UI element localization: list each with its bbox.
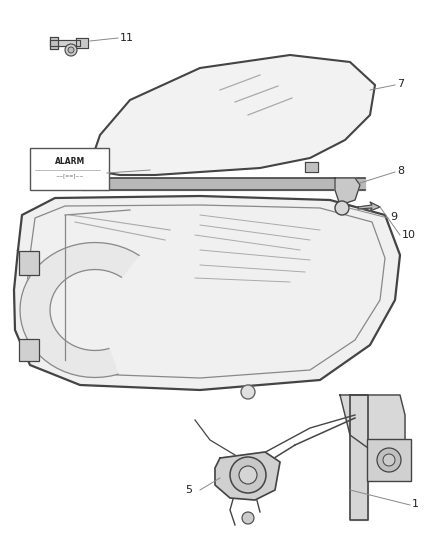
Text: ALARM: ALARM	[55, 157, 85, 166]
Circle shape	[68, 47, 74, 53]
Text: 1: 1	[412, 499, 419, 509]
FancyBboxPatch shape	[30, 148, 109, 190]
Circle shape	[241, 385, 255, 399]
Text: 8: 8	[397, 166, 404, 176]
Polygon shape	[14, 196, 400, 390]
FancyBboxPatch shape	[367, 439, 411, 481]
Circle shape	[65, 44, 77, 56]
Polygon shape	[76, 38, 88, 48]
Polygon shape	[335, 178, 360, 205]
Polygon shape	[215, 452, 280, 500]
Polygon shape	[88, 55, 375, 175]
Polygon shape	[358, 202, 380, 211]
Text: ~~[==]~~: ~~[==]~~	[56, 174, 84, 179]
Circle shape	[230, 457, 266, 493]
Polygon shape	[305, 162, 318, 172]
Polygon shape	[50, 40, 80, 46]
Text: 10: 10	[402, 230, 416, 240]
FancyBboxPatch shape	[19, 339, 39, 361]
Polygon shape	[20, 243, 139, 377]
Text: 5: 5	[185, 485, 192, 495]
Circle shape	[377, 448, 401, 472]
Text: 7: 7	[397, 79, 404, 89]
Polygon shape	[340, 395, 405, 450]
FancyBboxPatch shape	[19, 251, 39, 275]
Polygon shape	[350, 395, 368, 520]
Text: 9: 9	[390, 212, 397, 222]
Circle shape	[239, 466, 257, 484]
Polygon shape	[50, 37, 58, 49]
Circle shape	[335, 201, 349, 215]
Text: 11: 11	[120, 33, 134, 43]
Circle shape	[383, 454, 395, 466]
Circle shape	[242, 512, 254, 524]
